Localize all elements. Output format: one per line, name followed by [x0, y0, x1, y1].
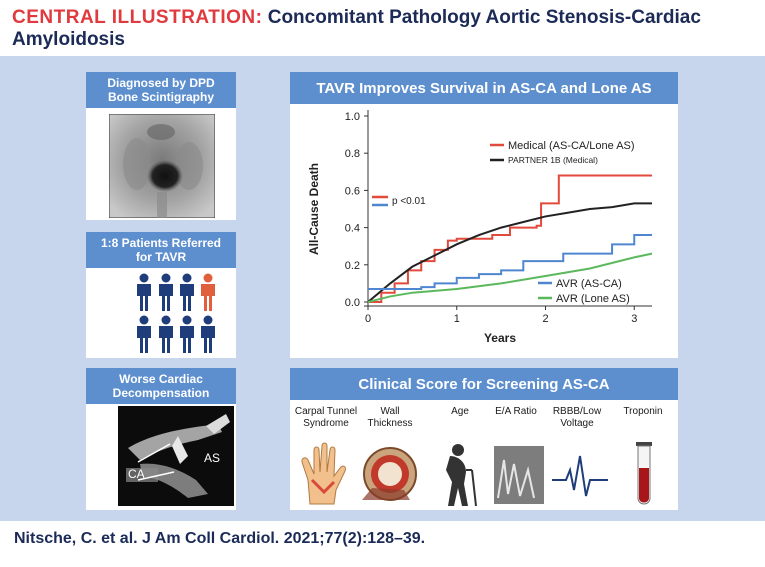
- clinical-score-card: Clinical Score for Screening AS-CA Carpa…: [290, 368, 678, 510]
- clinical-score-banner: Clinical Score for Screening AS-CA: [290, 368, 678, 400]
- ecg-icon: [552, 455, 608, 497]
- decompensation-title-line1: Worse Cardiac: [119, 372, 203, 386]
- series-line: [367, 252, 653, 303]
- scintigraphy-card: Diagnosed by DPD Bone Scintigraphy: [86, 72, 236, 220]
- y-tick-label: 0.0: [345, 297, 360, 309]
- legend-label: Medical (AS-CA/Lone AS): [508, 140, 635, 152]
- x-axis-label: Years: [484, 331, 516, 345]
- series-line: [368, 174, 652, 303]
- person-icon: [137, 315, 151, 353]
- p-value-label: p <0.01: [392, 196, 426, 207]
- score-item-rbbb-low-voltage: RBBB/Low Voltage: [552, 406, 602, 429]
- elderly-person-icon: [446, 444, 477, 507]
- echo-label-as: AS: [204, 451, 220, 465]
- header-label: CENTRAL ILLUSTRATION:: [12, 7, 263, 28]
- chart-card: TAVR Improves Survival in AS-CA and Lone…: [290, 72, 678, 358]
- x-tick-label: 3: [631, 313, 637, 325]
- patients-banner: 1:8 Patients Referred for TAVR: [86, 232, 236, 268]
- y-tick-label: 1.0: [345, 111, 360, 123]
- person-icon-highlighted: [201, 273, 215, 311]
- decompensation-title-line2: Decompensation: [112, 386, 210, 400]
- echo-label-ca: CA: [128, 467, 145, 481]
- score-item-age: Age: [451, 406, 469, 417]
- score-item-carpal-tunnel: Carpal Tunnel Syndrome: [294, 406, 358, 429]
- score-item-troponin: Troponin: [623, 406, 663, 417]
- legend-label: PARTNER 1B (Medical): [508, 155, 598, 165]
- chart-title: TAVR Improves Survival in AS-CA and Lone…: [316, 79, 652, 97]
- decompensation-banner: Worse Cardiac Decompensation: [86, 368, 236, 404]
- score-item-wall-thickness: Wall Thickness: [367, 406, 413, 429]
- person-icon: [159, 315, 173, 353]
- scintigraphy-image: [109, 114, 215, 218]
- y-tick-label: 0.2: [345, 260, 360, 272]
- clinical-score-title: Clinical Score for Screening AS-CA: [358, 375, 610, 393]
- scintigraphy-title-line1: Diagnosed by DPD: [107, 76, 215, 90]
- legend-label: AVR (Lone AS): [556, 293, 630, 305]
- main-panel: Diagnosed by DPD Bone Scintigraphy: [0, 56, 765, 521]
- test-tube-icon: [636, 442, 652, 505]
- legend-label: AVR (AS-CA): [556, 278, 622, 290]
- survival-chart: 0.0 0.2 0.4 0.6 0.8 1.0 0 1 2 3 Years All-Cause Dea…: [307, 110, 653, 345]
- patients-title-line2: for TAVR: [135, 250, 187, 264]
- person-icon: [137, 273, 151, 311]
- header-title-line1: CENTRAL ILLUSTRATION: Concomitant Pathol…: [12, 7, 753, 29]
- echo-image: CA AS: [118, 406, 234, 506]
- x-tick-label: 1: [454, 313, 460, 325]
- person-icon: [180, 315, 194, 353]
- x-tick-label: 0: [365, 313, 371, 325]
- decompensation-card: Worse Cardiac Decompensation CA AS: [86, 368, 236, 510]
- y-axis-label: All-Cause Death: [307, 163, 321, 255]
- heart-wall-icon: [362, 447, 417, 501]
- scintigraphy-title-line2: Bone Scintigraphy: [107, 90, 214, 104]
- doppler-ea-icon: [494, 446, 544, 504]
- person-icon: [201, 315, 215, 353]
- header-title-line2: Amyloidosis: [12, 29, 125, 50]
- series-line: [367, 202, 652, 303]
- citation: Nitsche, C. et al. J Am Coll Cardiol. 20…: [14, 530, 426, 547]
- scintigraphy-banner: Diagnosed by DPD Bone Scintigraphy: [86, 72, 236, 108]
- patients-card: 1:8 Patients Referred for TAVR: [86, 232, 236, 358]
- y-tick-label: 0.8: [345, 148, 360, 160]
- header-title: Concomitant Pathology Aortic Stenosis-Ca…: [267, 7, 701, 28]
- chart-banner: TAVR Improves Survival in AS-CA and Lone…: [290, 72, 678, 104]
- score-labels: Carpal Tunnel Syndrome Wall Thickness Age …: [290, 406, 678, 436]
- series-line: [368, 234, 652, 290]
- x-tick-label: 2: [542, 313, 548, 325]
- hand-icon: [301, 442, 346, 505]
- y-tick-label: 0.6: [345, 185, 360, 197]
- header: CENTRAL ILLUSTRATION: Concomitant Pathol…: [0, 0, 765, 56]
- patients-icon-grid: [137, 273, 215, 353]
- y-tick-label: 0.4: [345, 223, 360, 235]
- person-icon: [159, 273, 173, 311]
- score-item-ea-ratio: E/A Ratio: [495, 406, 537, 417]
- score-icons: [301, 442, 652, 507]
- patients-title-line1: 1:8 Patients Referred: [100, 236, 222, 250]
- person-icon: [180, 273, 194, 311]
